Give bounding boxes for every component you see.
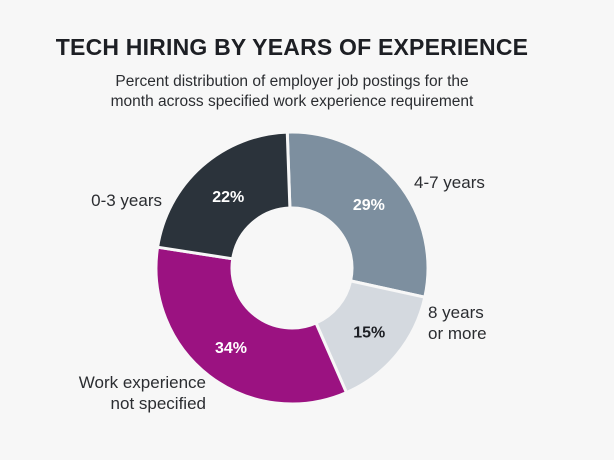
category-label-line: Work experience bbox=[79, 373, 206, 392]
category-label-0-3-years: 0-3 years bbox=[91, 191, 162, 210]
chart-title: TECH HIRING BY YEARS OF EXPERIENCE bbox=[55, 34, 529, 60]
donut-slice-4-7-years bbox=[285, 130, 430, 299]
donut-slice-8-years-or-more bbox=[314, 279, 427, 395]
category-label-line: not specified bbox=[111, 394, 206, 413]
value-label-4-7-years: 29% bbox=[353, 197, 385, 214]
subtitle-line-2: month across specified work experience r… bbox=[110, 93, 474, 110]
category-label-line: 4-7 years bbox=[414, 173, 485, 192]
donut-slice-not-specified bbox=[154, 245, 348, 406]
value-label-0-3-years: 22% bbox=[212, 189, 244, 206]
category-label-line: 0-3 years bbox=[91, 191, 162, 210]
category-label-8-years-or-more: 8 years or more bbox=[428, 303, 487, 343]
subtitle-line-1: Percent distribution of employer job pos… bbox=[115, 73, 469, 90]
category-label-4-7-years: 4-7 years bbox=[414, 173, 485, 192]
category-label-line: 8 years bbox=[428, 303, 484, 322]
donut-slice-0-3-years bbox=[156, 130, 292, 261]
value-label-8-years-or-more: 15% bbox=[353, 324, 385, 341]
category-label-not-specified: Work experience not specified bbox=[79, 373, 206, 413]
category-label-line: or more bbox=[428, 324, 487, 343]
chart-subtitle: Percent distribution of employer job pos… bbox=[0, 72, 584, 112]
value-label-not-specified: 34% bbox=[215, 340, 247, 357]
